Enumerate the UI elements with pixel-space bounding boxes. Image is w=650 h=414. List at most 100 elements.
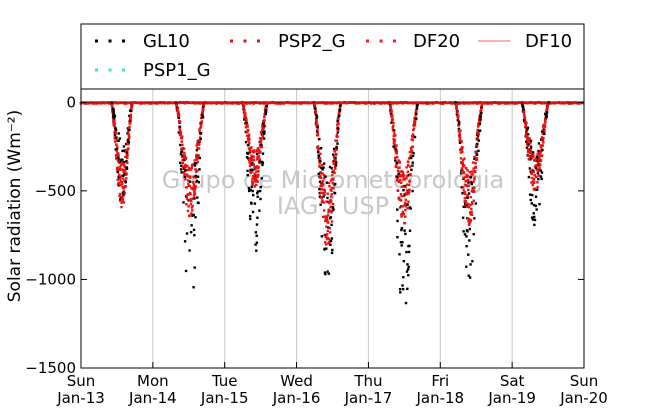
point-psp2-g bbox=[326, 219, 329, 222]
point-psp2-g bbox=[212, 101, 215, 105]
point-psp2-g bbox=[120, 163, 123, 166]
point-psp2-g bbox=[178, 101, 182, 104]
point-psp2-g bbox=[91, 102, 94, 105]
point-psp2-g bbox=[459, 151, 463, 154]
y-tick-label: −1000 bbox=[25, 270, 76, 288]
legend: GL10 PSP2_G DF20 DF10 PSP1_G bbox=[80, 23, 585, 91]
point-psp2-g bbox=[129, 115, 133, 119]
point-psp2-g bbox=[503, 102, 507, 105]
point-psp2-g bbox=[282, 102, 286, 105]
point-psp2-g bbox=[126, 101, 130, 105]
point-psp2-g bbox=[195, 101, 198, 105]
point-gl10 bbox=[319, 159, 322, 163]
point-psp2-g bbox=[537, 174, 541, 177]
point-gl10 bbox=[457, 120, 461, 124]
point-psp2-g bbox=[320, 200, 324, 203]
point-psp2-g bbox=[246, 125, 249, 128]
point-psp2-g bbox=[530, 172, 533, 176]
point-psp2-g bbox=[194, 168, 197, 171]
point-psp2-g bbox=[331, 202, 335, 206]
point-gl10 bbox=[195, 161, 198, 165]
point-psp2-g bbox=[460, 160, 463, 164]
point-gl10 bbox=[403, 193, 406, 196]
point-psp2-g bbox=[208, 101, 212, 105]
point-psp2-g bbox=[120, 101, 123, 105]
point-gl10 bbox=[462, 230, 465, 233]
point-gl10 bbox=[244, 140, 248, 144]
point-psp2-g bbox=[473, 155, 477, 159]
point-psp2-g bbox=[248, 159, 252, 163]
point-psp2-g bbox=[526, 138, 529, 141]
point-psp2-g bbox=[322, 176, 326, 180]
point-psp2-g bbox=[257, 170, 260, 173]
point-psp2-g bbox=[245, 134, 249, 137]
point-psp2-g bbox=[239, 101, 242, 105]
point-psp2-g bbox=[555, 101, 559, 105]
point-psp2-g bbox=[258, 161, 261, 165]
point-psp2-g bbox=[255, 183, 258, 187]
point-gl10 bbox=[185, 232, 189, 235]
point-psp2-g bbox=[530, 176, 534, 180]
y-axis: 0 −500 −1000 −1500 bbox=[25, 93, 584, 377]
point-gl10 bbox=[533, 223, 536, 227]
point-psp2-g bbox=[403, 101, 406, 104]
point-psp2-g bbox=[336, 101, 339, 105]
point-psp2-g bbox=[335, 139, 339, 142]
point-psp2-g bbox=[526, 144, 530, 147]
point-psp2-g bbox=[405, 166, 408, 169]
point-gl10 bbox=[401, 241, 404, 244]
point-psp2-g bbox=[249, 102, 252, 105]
point-psp2-g bbox=[195, 157, 199, 160]
point-gl10 bbox=[533, 215, 536, 219]
point-psp2-g bbox=[166, 102, 170, 105]
point-psp2-g bbox=[391, 126, 394, 129]
point-psp2-g bbox=[475, 157, 478, 160]
point-psp2-g bbox=[478, 101, 482, 104]
point-gl10 bbox=[399, 241, 403, 244]
point-gl10 bbox=[194, 216, 197, 219]
point-gl10 bbox=[117, 158, 121, 161]
point-psp2-g bbox=[198, 143, 201, 146]
point-psp2-g bbox=[260, 128, 264, 132]
point-psp2-g bbox=[262, 102, 265, 105]
point-psp2-g bbox=[404, 204, 408, 208]
point-gl10 bbox=[126, 151, 129, 154]
point-psp2-g bbox=[328, 240, 331, 244]
point-psp2-g bbox=[528, 140, 532, 143]
point-psp2-g bbox=[531, 153, 535, 156]
point-psp2-g bbox=[413, 120, 417, 124]
point-gl10 bbox=[259, 197, 262, 201]
point-psp2-g bbox=[318, 165, 321, 168]
point-psp2-g bbox=[467, 184, 470, 187]
point-psp2-g bbox=[186, 168, 189, 172]
point-psp2-g bbox=[331, 209, 334, 212]
point-psp2-g bbox=[524, 101, 527, 105]
point-psp2-g bbox=[126, 161, 129, 165]
point-psp2-g bbox=[118, 192, 122, 196]
point-psp2-g bbox=[299, 102, 302, 105]
point-gl10 bbox=[408, 229, 412, 232]
point-psp2-g bbox=[469, 220, 472, 223]
point-psp2-g bbox=[545, 108, 549, 112]
point-gl10 bbox=[247, 143, 250, 147]
point-psp2-g bbox=[527, 101, 530, 105]
point-gl10 bbox=[336, 118, 340, 122]
point-psp2-g bbox=[458, 135, 462, 139]
point-psp2-g bbox=[392, 138, 395, 141]
point-psp2-g bbox=[89, 101, 93, 105]
point-gl10 bbox=[117, 184, 121, 187]
point-gl10 bbox=[319, 146, 323, 150]
point-psp2-g bbox=[528, 149, 531, 152]
point-psp2-g bbox=[528, 137, 531, 140]
legend-label: DF10 bbox=[525, 31, 572, 52]
point-psp2-g bbox=[472, 161, 475, 164]
point-psp2-g bbox=[411, 102, 415, 105]
point-gl10 bbox=[335, 146, 338, 149]
point-psp2-g bbox=[146, 101, 150, 105]
point-psp2-g bbox=[230, 102, 234, 105]
point-psp2-g bbox=[127, 147, 130, 151]
point-gl10 bbox=[531, 193, 534, 197]
point-gl10 bbox=[543, 132, 546, 136]
point-gl10 bbox=[322, 166, 325, 169]
